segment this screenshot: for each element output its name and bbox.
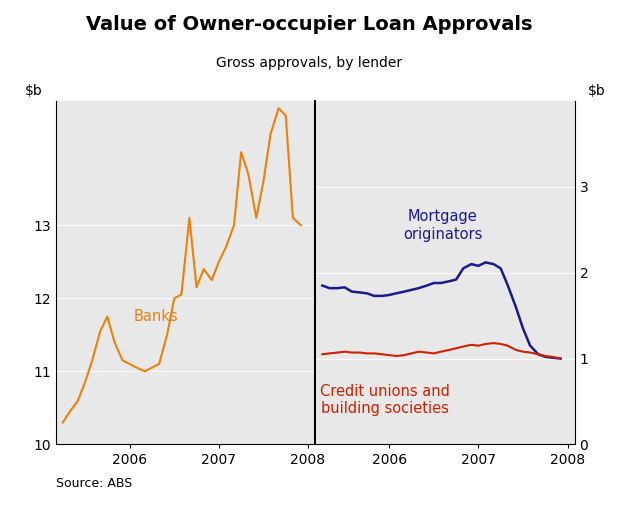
Text: Source: ABS: Source: ABS bbox=[56, 477, 132, 490]
Text: Banks: Banks bbox=[134, 309, 179, 324]
Text: Mortgage
originators: Mortgage originators bbox=[403, 209, 483, 242]
Text: $b: $b bbox=[588, 83, 606, 97]
Text: Gross approvals, by lender: Gross approvals, by lender bbox=[216, 56, 402, 70]
Text: Value of Owner-occupier Loan Approvals: Value of Owner-occupier Loan Approvals bbox=[86, 15, 532, 34]
Text: $b: $b bbox=[25, 83, 42, 97]
Text: Credit unions and
building societies: Credit unions and building societies bbox=[320, 384, 450, 416]
